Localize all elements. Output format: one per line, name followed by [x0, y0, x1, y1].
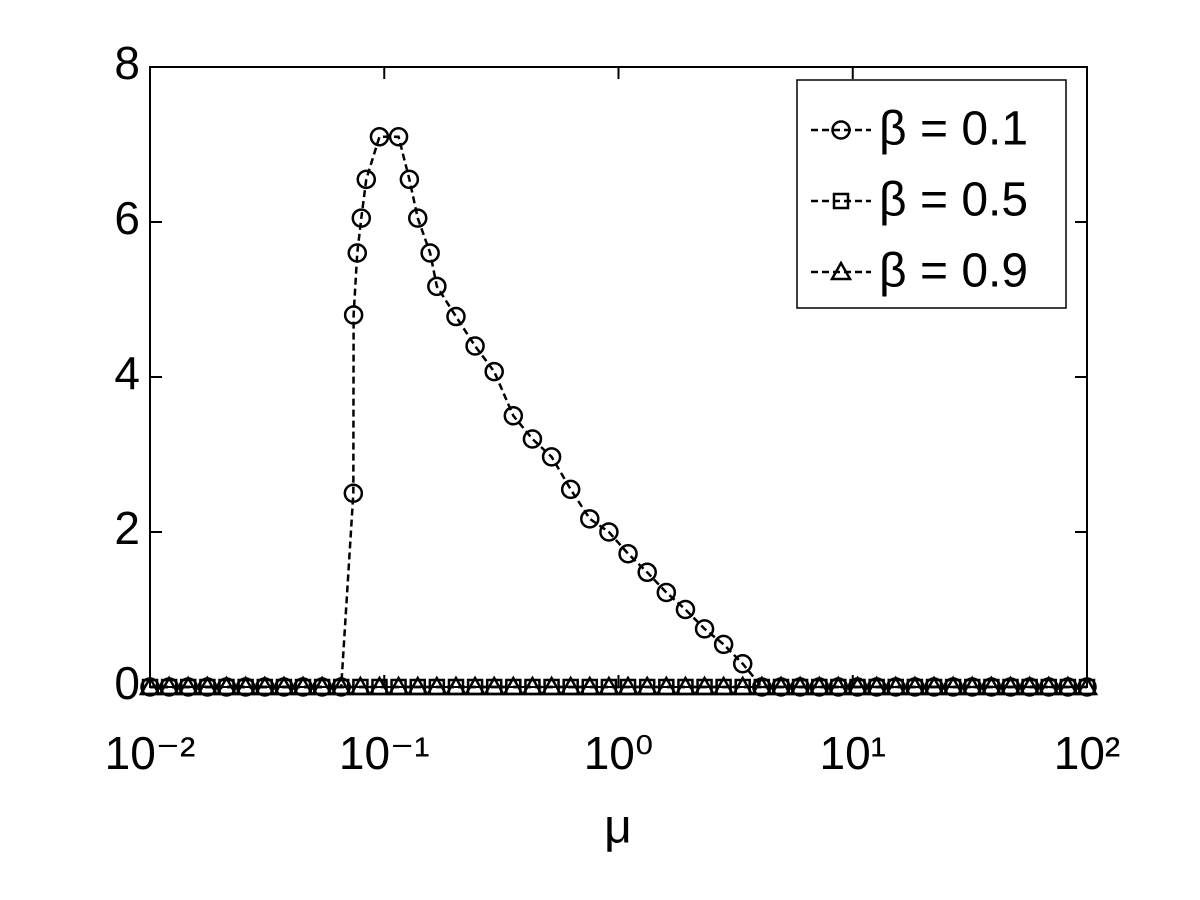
- marker: [732, 654, 753, 674]
- marker: [788, 675, 812, 696]
- marker: [291, 675, 315, 696]
- marker: [446, 306, 466, 327]
- marker: [158, 675, 181, 696]
- x-axis-label: μ: [604, 801, 632, 854]
- marker: [637, 562, 657, 583]
- marker: [427, 276, 447, 297]
- marker: [356, 169, 377, 190]
- marker: [712, 675, 735, 696]
- marker: [942, 675, 965, 696]
- y-tick-label: 4: [114, 347, 140, 399]
- legend-label: β = 0.1: [879, 103, 1028, 156]
- marker: [388, 127, 409, 147]
- marker: [444, 675, 468, 696]
- marker: [522, 429, 543, 449]
- marker: [406, 675, 429, 696]
- marker: [234, 675, 257, 696]
- marker: [215, 675, 238, 696]
- marker: [922, 675, 946, 696]
- x-tick-label: 10¹: [820, 727, 886, 779]
- marker: [597, 675, 621, 696]
- marker: [846, 675, 869, 696]
- marker: [463, 675, 487, 696]
- marker: [829, 260, 853, 281]
- marker: [903, 675, 927, 696]
- y-tick-label: 6: [114, 192, 140, 244]
- marker: [484, 361, 504, 382]
- y-tick-label: 8: [114, 37, 140, 89]
- marker: [368, 675, 391, 696]
- marker: [693, 675, 716, 696]
- marker: [999, 675, 1022, 696]
- marker: [674, 675, 697, 696]
- marker: [616, 675, 640, 696]
- marker: [465, 336, 485, 356]
- marker: [521, 675, 544, 696]
- marker: [272, 675, 296, 696]
- marker: [884, 675, 907, 696]
- x-tick-label: 10⁻¹: [339, 727, 430, 779]
- marker: [420, 243, 440, 263]
- marker: [177, 675, 200, 696]
- x-tick-label: 10²: [1054, 727, 1120, 779]
- marker: [675, 599, 696, 620]
- marker: [1018, 675, 1041, 696]
- marker: [387, 675, 410, 696]
- marker: [138, 675, 162, 696]
- marker: [559, 675, 582, 696]
- marker: [541, 447, 562, 467]
- y-tick-label: 0: [114, 657, 140, 709]
- marker: [351, 208, 372, 228]
- marker: [330, 675, 353, 696]
- x-tick-label: 10⁰: [584, 727, 654, 779]
- marker: [827, 675, 850, 696]
- marker: [655, 675, 678, 696]
- x-tick-label: 10⁻²: [105, 727, 196, 779]
- marker: [502, 675, 525, 696]
- marker: [196, 675, 219, 696]
- marker: [656, 582, 677, 603]
- marker: [578, 675, 601, 696]
- marker: [1075, 675, 1099, 696]
- marker: [831, 120, 851, 140]
- marker: [408, 208, 428, 228]
- marker: [343, 483, 364, 503]
- marker: [560, 479, 581, 500]
- marker: [636, 675, 659, 696]
- marker: [425, 675, 448, 696]
- marker: [750, 675, 773, 696]
- marker: [1056, 675, 1080, 696]
- marker: [253, 675, 276, 696]
- marker: [961, 675, 984, 696]
- marker: [310, 675, 334, 696]
- marker: [808, 675, 831, 696]
- marker: [832, 192, 850, 210]
- marker: [540, 675, 563, 696]
- marker: [369, 127, 390, 147]
- marker: [769, 675, 793, 696]
- marker: [399, 169, 420, 190]
- marker: [599, 522, 619, 542]
- marker: [343, 305, 364, 325]
- legend-label: β = 0.9: [879, 245, 1028, 298]
- marker: [1037, 675, 1060, 696]
- marker: [580, 509, 600, 529]
- marker: [694, 619, 715, 639]
- marker: [618, 543, 638, 564]
- y-tick-label: 2: [114, 502, 140, 554]
- marker: [347, 243, 368, 263]
- marker: [980, 675, 1003, 696]
- marker: [865, 675, 888, 696]
- marker: [503, 406, 524, 426]
- marker: [713, 634, 734, 655]
- marker: [483, 675, 506, 696]
- marker: [349, 675, 372, 696]
- marker: [731, 675, 754, 696]
- legend-label: β = 0.5: [879, 174, 1028, 227]
